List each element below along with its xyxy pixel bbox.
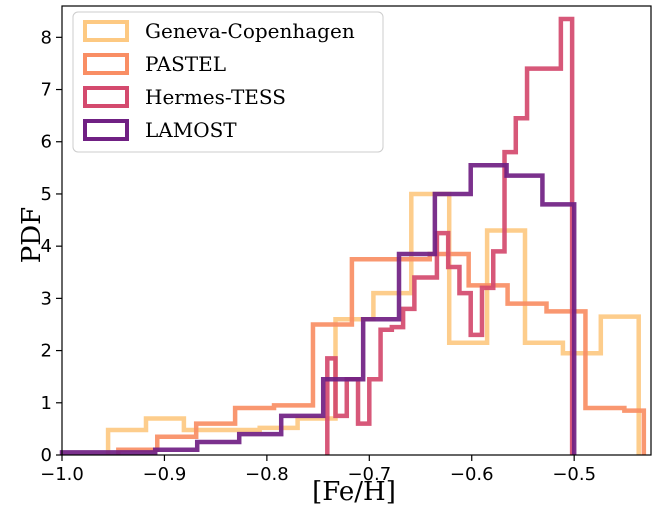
series-2-step-line [325, 16, 575, 455]
y-tick-label: 3 [41, 288, 52, 309]
series-3-step-line [59, 162, 577, 455]
x-axis-label: [Fe/H] [312, 477, 396, 507]
x-tick-label: −0.7 [347, 464, 391, 485]
y-tick-label: 2 [41, 341, 52, 362]
x-tick-label: −0.6 [450, 464, 494, 485]
legend-swatch [83, 53, 129, 75]
y-tick-label: 4 [41, 236, 52, 257]
legend-swatch [83, 20, 129, 42]
legend-label: LAMOST [145, 118, 237, 142]
y-tick-label: 5 [41, 184, 52, 205]
x-tick-label: −0.8 [245, 464, 289, 485]
y-tick-label: 0 [41, 445, 52, 466]
x-tick-label: −1.0 [40, 464, 84, 485]
y-tick-label: 1 [41, 393, 52, 414]
y-tick-label: 7 [41, 80, 52, 101]
series-1-step-line [116, 251, 647, 455]
legend: Geneva-Copenhagen PASTEL Hermes-TESS LAMOST [72, 11, 384, 153]
x-tick-label: −0.9 [143, 464, 187, 485]
y-axis-label: PDF [17, 207, 47, 263]
x-tick-label: −0.5 [552, 464, 596, 485]
legend-swatch [83, 119, 129, 141]
series-layer [59, 16, 647, 455]
y-tick-label: 6 [41, 132, 52, 153]
legend-label: Hermes-TESS [145, 85, 286, 109]
y-tick-label: 8 [41, 27, 52, 48]
legend-label: Geneva-Copenhagen [145, 19, 355, 43]
legend-frame [72, 11, 384, 153]
legend-swatch [83, 86, 129, 108]
series-0-step-line [105, 191, 641, 455]
axes-layer: −1.0 −0.9 −0.8 −0.7 −0.6 −0.5 0 1 2 3 4 5 6 7 8 [40, 5, 652, 485]
plot-frame [61, 5, 652, 456]
legend-label: PASTEL [145, 52, 226, 76]
